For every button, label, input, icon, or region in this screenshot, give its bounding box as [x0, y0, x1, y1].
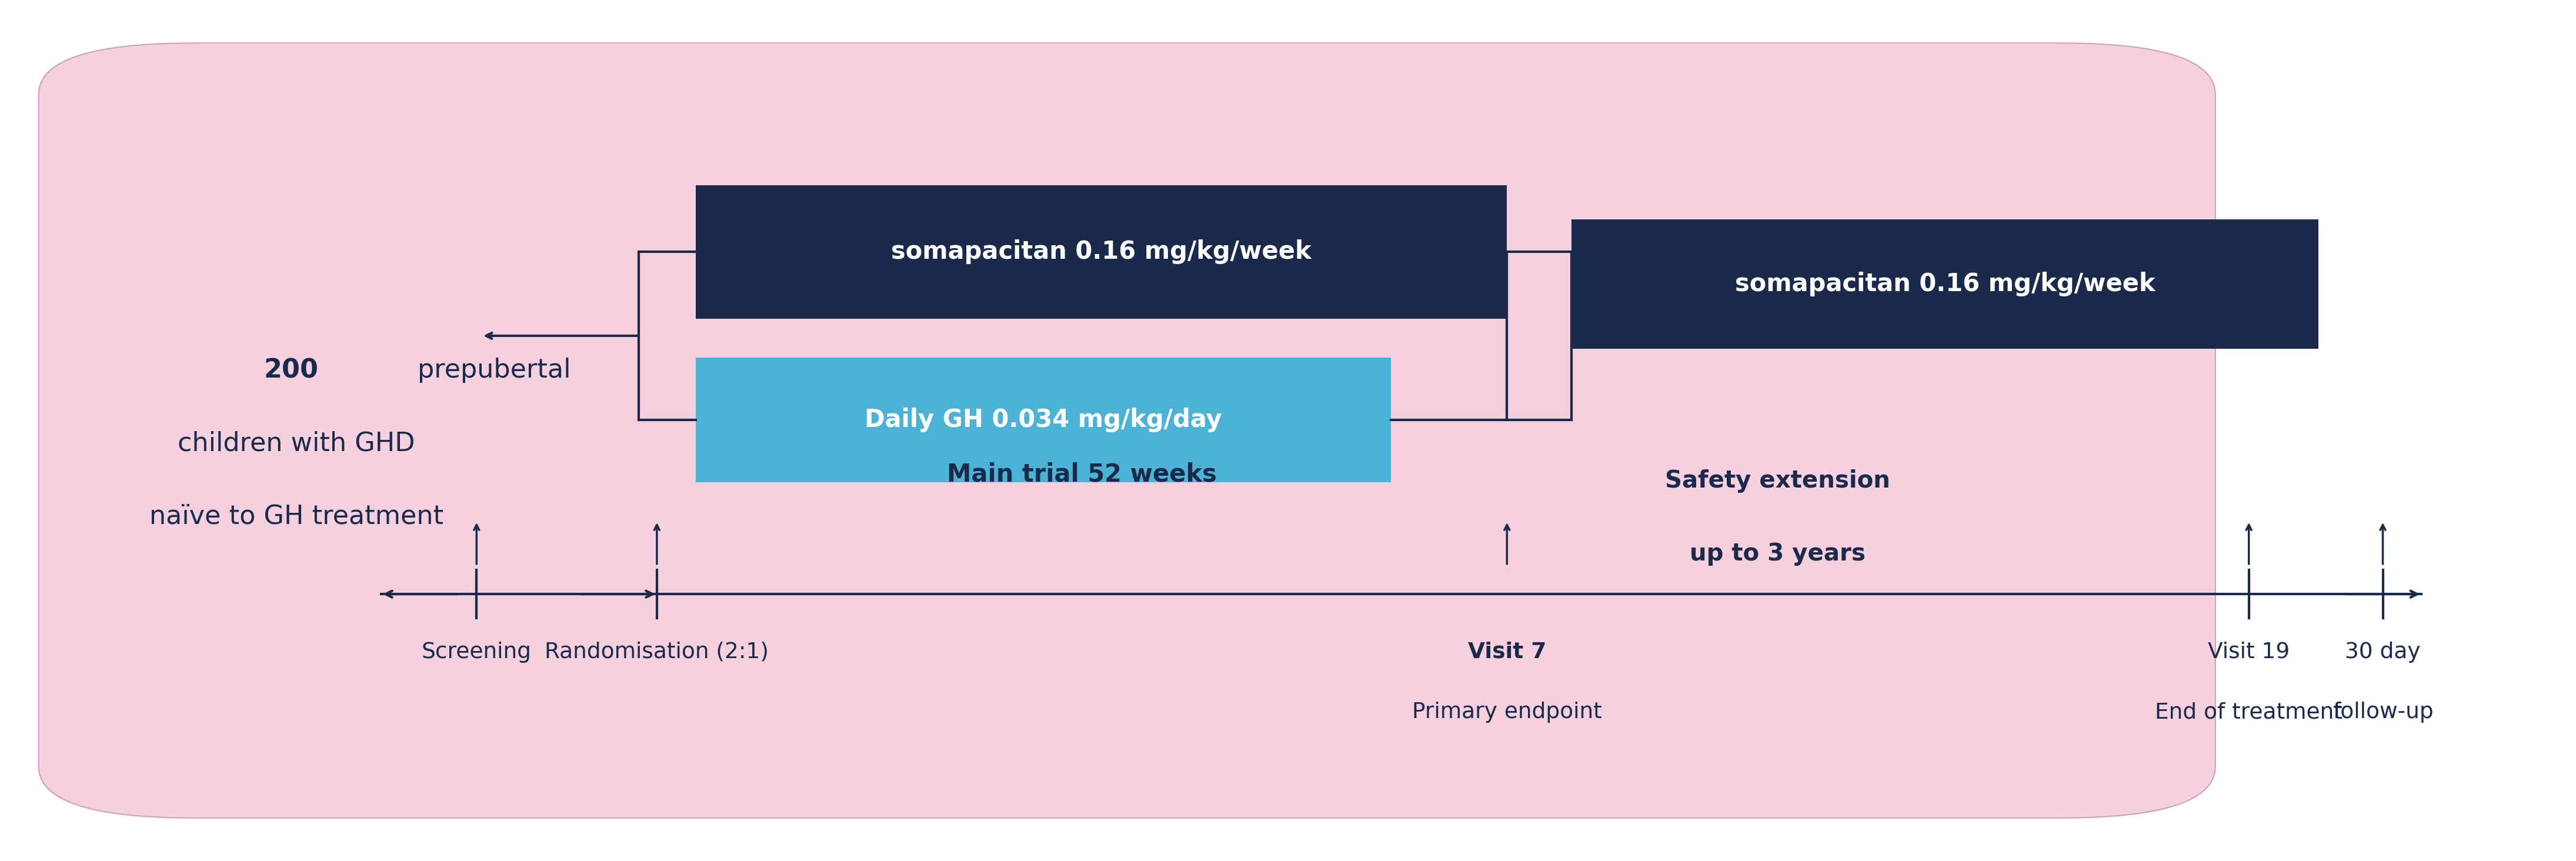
Text: 200: 200 [263, 357, 319, 383]
FancyBboxPatch shape [1571, 220, 2318, 349]
Text: Randomisation (2:1): Randomisation (2:1) [546, 641, 768, 663]
Text: Safety extension: Safety extension [1664, 469, 1891, 492]
Text: naïve to GH treatment: naïve to GH treatment [149, 504, 443, 530]
Text: somapacitan 0.16 mg/kg/week: somapacitan 0.16 mg/kg/week [891, 239, 1311, 264]
Text: somapacitan 0.16 mg/kg/week: somapacitan 0.16 mg/kg/week [1734, 272, 2156, 296]
Text: prepubertal: prepubertal [417, 357, 569, 383]
Text: Visit 19: Visit 19 [2208, 641, 2290, 663]
FancyBboxPatch shape [696, 357, 1391, 482]
Text: children with GHD: children with GHD [178, 430, 415, 456]
Text: up to 3 years: up to 3 years [1690, 542, 1865, 566]
Text: follow-up: follow-up [2331, 702, 2434, 723]
Text: Screening: Screening [422, 641, 531, 663]
Text: Primary endpoint: Primary endpoint [1412, 702, 1602, 723]
Text: End of treatment: End of treatment [2156, 702, 2342, 723]
Text: Visit 7: Visit 7 [1468, 641, 1546, 663]
Text: Daily GH 0.034 mg/kg/day: Daily GH 0.034 mg/kg/day [866, 407, 1221, 432]
Text: 30 day: 30 day [2344, 641, 2421, 663]
FancyBboxPatch shape [696, 185, 1507, 319]
Text: Main trial 52 weeks: Main trial 52 weeks [948, 461, 1216, 486]
FancyBboxPatch shape [39, 43, 2215, 818]
